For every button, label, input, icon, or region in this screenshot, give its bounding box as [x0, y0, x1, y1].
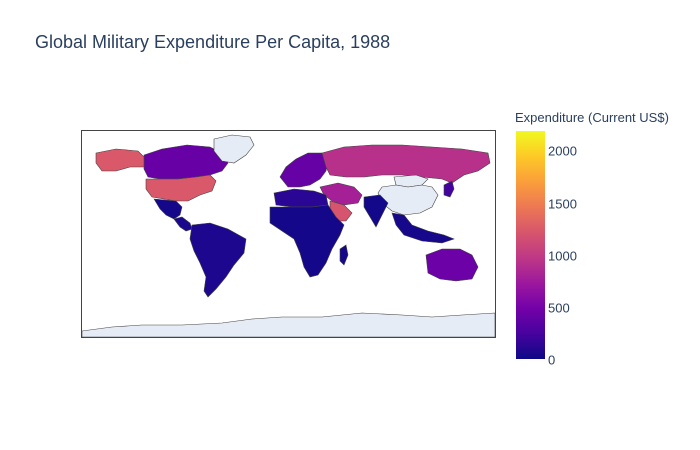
colorbar-title: Expenditure (Current US$) [515, 110, 669, 125]
colorbar-tick: 0 [548, 352, 556, 368]
region-soviet-union [321, 144, 491, 184]
colorbar-tick: 1000 [548, 248, 577, 264]
region-greenland [213, 134, 255, 164]
region-central-america [173, 216, 193, 232]
region-china [377, 184, 439, 216]
region-southeast-asia [391, 212, 455, 244]
colorbar-tick: 2000 [548, 143, 577, 159]
chart-title: Global Military Expenditure Per Capita, … [35, 32, 391, 52]
region-antarctica [82, 312, 495, 337]
world-map[interactable] [81, 130, 496, 338]
region-japan [443, 180, 455, 198]
colorbar-tick: 1500 [548, 196, 577, 212]
region-madagascar [339, 244, 349, 266]
region-united-states [145, 174, 217, 202]
region-sub-saharan-africa [269, 204, 345, 278]
world-map-svg [82, 134, 495, 337]
region-alaska [95, 148, 145, 172]
region-india [363, 194, 389, 228]
colorbar-tick: 500 [548, 300, 570, 316]
colorbar [516, 131, 545, 359]
region-south-america [189, 222, 247, 298]
region-australia [425, 248, 479, 282]
region-canada [143, 144, 229, 180]
region-europe [279, 152, 329, 188]
region-north-africa [273, 188, 329, 208]
region-mexico [153, 198, 183, 220]
